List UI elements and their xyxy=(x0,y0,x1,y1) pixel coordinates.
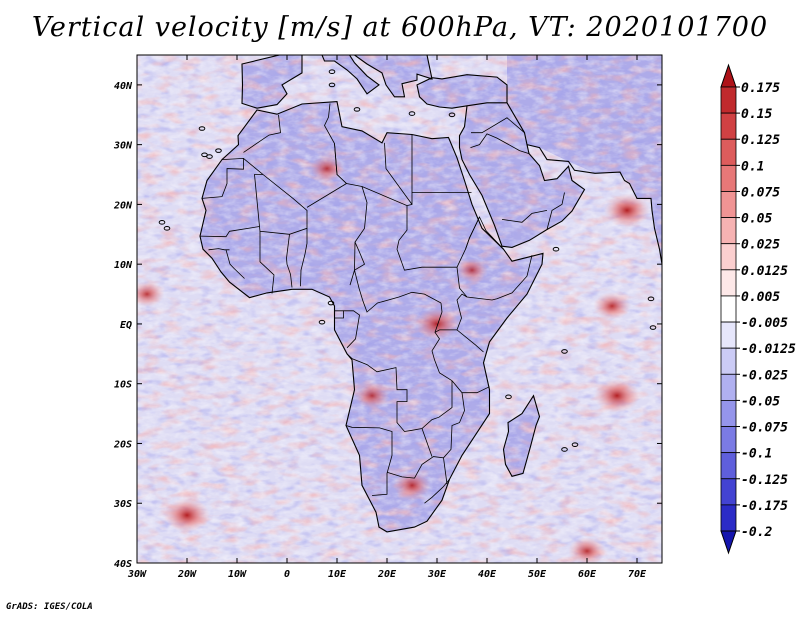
colorbar-bottom-arrow xyxy=(720,530,737,555)
colorbar: 0.175 0.15 0.125 0.1 0.075 0.05 0.025 0.0125 0.0… xyxy=(720,63,796,555)
colorbar-segment xyxy=(720,426,737,454)
colorbar-label: 0.075 xyxy=(741,185,780,200)
colorbar-label: 0.1 xyxy=(741,159,764,174)
colorbar-label: -0.175 xyxy=(741,499,788,514)
colorbar-label: 0.05 xyxy=(741,212,772,227)
colorbar-segment xyxy=(720,243,737,271)
lon-tick-label: 40E xyxy=(478,569,497,580)
colorbar-segment xyxy=(720,164,737,192)
upward-hotspot xyxy=(593,292,631,321)
upward-hotspot xyxy=(309,155,345,182)
colorbar-segment xyxy=(720,347,737,375)
lat-tick-label: 30N xyxy=(113,141,133,152)
colorbar-segment xyxy=(720,138,737,166)
lat-tick-label: EQ xyxy=(120,320,132,331)
upward-hotspot xyxy=(354,382,390,409)
colorbar-segment xyxy=(720,400,737,427)
colorbar-segment xyxy=(720,452,737,480)
map-frame xyxy=(136,54,663,564)
colorbar-segment xyxy=(720,86,737,114)
colorbar-segment xyxy=(720,191,737,218)
colorbar-label: 0.005 xyxy=(741,290,780,305)
colorbar-segment xyxy=(720,478,737,506)
colorbar-label: 0.025 xyxy=(741,238,780,253)
upward-hotspot xyxy=(393,471,431,500)
lat-tick-label: 20S xyxy=(113,439,132,450)
colorbar-label: 0.125 xyxy=(741,133,780,148)
colorbar-label: 0.15 xyxy=(741,107,772,122)
colorbar-top-arrow xyxy=(720,63,737,88)
colorbar-label: -0.1 xyxy=(741,447,772,462)
upward-hotspot xyxy=(604,193,650,228)
colorbar-segment xyxy=(720,373,737,401)
lon-tick-label: 20W xyxy=(177,569,197,580)
islands xyxy=(158,69,657,452)
lat-tick-label: 10N xyxy=(114,260,133,271)
lat-tick-label: 20N xyxy=(113,200,133,211)
lat-tick-label: 40N xyxy=(114,81,133,92)
colorbar-label: -0.075 xyxy=(741,421,788,436)
upward-hotspot xyxy=(456,258,488,283)
colorbar-segment xyxy=(720,269,737,297)
lon-tick-label: 70E xyxy=(628,569,647,580)
lat-tick-label: 10S xyxy=(114,380,132,391)
colorbar-label: -0.2 xyxy=(741,525,772,540)
lon-tick-label: 10E xyxy=(328,569,347,580)
colorbar-segment xyxy=(720,112,737,140)
data-field xyxy=(137,55,662,563)
colorbar-label: 0.0125 xyxy=(741,264,788,279)
upward-hotspot xyxy=(137,281,165,308)
colorbar-label: -0.025 xyxy=(741,368,788,383)
lon-tick-label: 50E xyxy=(528,569,547,580)
lon-tick-label: 10W xyxy=(228,569,247,580)
colorbar-label: -0.125 xyxy=(741,473,788,488)
colorbar-segment xyxy=(720,504,737,532)
lon-tick-label: 0 xyxy=(284,569,290,580)
lon-tick-label: 20E xyxy=(377,569,397,580)
colorbar-segment xyxy=(720,217,737,245)
lon-tick-label: 30W xyxy=(127,569,147,580)
upward-hotspot xyxy=(164,498,210,533)
colorbar-label: -0.05 xyxy=(741,394,780,409)
upward-hotspot xyxy=(415,307,459,340)
map-title: Vertical velocity [m/s] at 600hPa, VT: 2… xyxy=(31,12,769,43)
colorbar-segment xyxy=(720,295,737,323)
colorbar-label: 0.175 xyxy=(741,81,780,96)
colorbar-label: -0.005 xyxy=(741,316,788,331)
footer-credit: GrADS: IGES/COLA xyxy=(6,602,93,612)
latitude-ticks: 40N 30N 20N 10N EQ 10S 20S 30S 40S xyxy=(113,81,662,570)
lat-tick-label: 30S xyxy=(113,499,132,510)
lon-tick-label: 30E xyxy=(427,569,447,580)
lon-tick-label: 60E xyxy=(578,569,597,580)
upward-hotspot xyxy=(594,378,640,413)
colorbar-segment xyxy=(720,321,737,349)
colorbar-label: -0.0125 xyxy=(741,342,796,357)
lat-tick-label: 40S xyxy=(114,559,132,570)
coastlines xyxy=(199,55,662,533)
upward-hotspot xyxy=(568,537,606,563)
country-borders xyxy=(199,103,565,504)
longitude-ticks: 30W 20W 10W 0 10E 20E 30E 40E 50E 60E 70E xyxy=(127,55,647,580)
